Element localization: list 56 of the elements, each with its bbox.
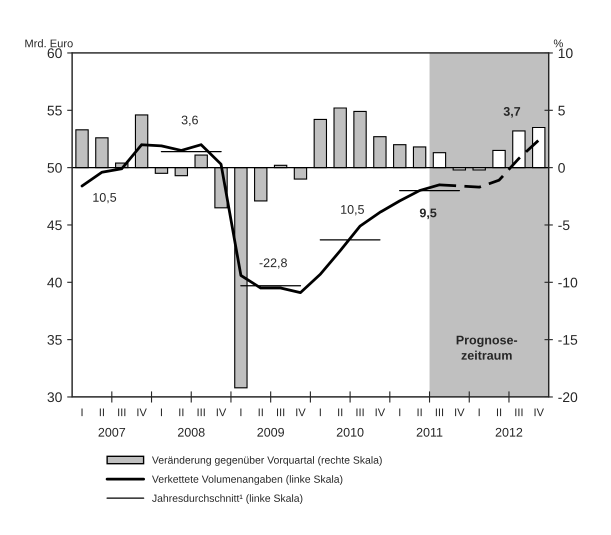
x-tick-label: II xyxy=(418,408,422,416)
y-tick-label: 45 xyxy=(47,220,62,230)
y-axis-title: Mrd. Euro xyxy=(25,39,73,48)
x-tick-label: I xyxy=(160,408,162,416)
y-tick-label: 55 xyxy=(47,106,62,116)
x-tick-label: IV xyxy=(376,408,386,416)
legend-label: Jahresdurchschnitt¹ (linke Skala) xyxy=(152,494,302,504)
y2-tick-label: -20 xyxy=(558,392,578,402)
x-tick-label: III xyxy=(198,408,205,416)
x-tick-label: I xyxy=(478,408,480,416)
y2-tick-label: 5 xyxy=(558,106,565,116)
y-tick-label: 35 xyxy=(47,334,62,345)
x-tick-label: I xyxy=(240,408,242,416)
x2-tick-label: 2007 xyxy=(98,428,126,437)
x2-tick-label: 2010 xyxy=(336,428,364,437)
annotation: 9,5 xyxy=(420,208,436,220)
x-tick-label: IV xyxy=(534,408,544,416)
x-tick-label: III xyxy=(436,408,444,416)
x-tick-label: III xyxy=(356,408,364,416)
annotation: 10,5 xyxy=(341,205,364,216)
x-tick-label: II xyxy=(496,408,502,416)
y2-tick-label: 0 xyxy=(558,162,565,173)
x-tick-label: III xyxy=(515,408,522,416)
x-tick-label: III xyxy=(277,408,284,416)
y2-tick-label: -5 xyxy=(558,220,570,230)
y2-axis-title: % xyxy=(554,40,563,48)
x-tick-label: III xyxy=(118,408,126,416)
y2-tick-label: -10 xyxy=(558,278,578,288)
annotation: Prognose- zeitraum xyxy=(456,336,518,360)
y-tick-label: 30 xyxy=(47,392,62,402)
x-tick-label: I xyxy=(320,408,321,416)
y-tick-label: 40 xyxy=(47,278,62,288)
x-tick-label: I xyxy=(399,408,400,416)
y-tick-label: 50 xyxy=(47,162,62,173)
annotation: 10,5 xyxy=(93,192,116,204)
y2-tick-label: 10 xyxy=(558,48,573,58)
x-tick-label: IV xyxy=(137,408,147,416)
legend-label: Veränderung gegenüber Vorquartal (rechte Skala) xyxy=(152,456,382,466)
x2-tick-label: 2008 xyxy=(178,428,205,437)
x-tick-label: II xyxy=(258,408,263,416)
annotation: 3,7 xyxy=(504,106,520,118)
x-tick-label: II xyxy=(179,408,184,416)
x-tick-label: IV xyxy=(216,408,226,416)
x-tick-label: IV xyxy=(296,408,306,416)
x-tick-label: II xyxy=(100,408,104,416)
x-tick-label: I xyxy=(82,408,83,416)
x2-tick-label: 2012 xyxy=(496,428,522,437)
x2-tick-label: 2009 xyxy=(257,428,284,437)
x-tick-label: IV xyxy=(455,408,465,416)
annotation: 3,6 xyxy=(182,116,198,126)
y-tick-label: 60 xyxy=(48,48,62,58)
annotation: -22,8 xyxy=(260,258,287,269)
legend-label: Verkettete Volumenangaben (linke Skala) xyxy=(152,475,342,485)
y2-tick-label: -15 xyxy=(558,335,578,345)
x-tick-label: II xyxy=(338,408,342,416)
x2-tick-label: 2011 xyxy=(416,428,442,437)
